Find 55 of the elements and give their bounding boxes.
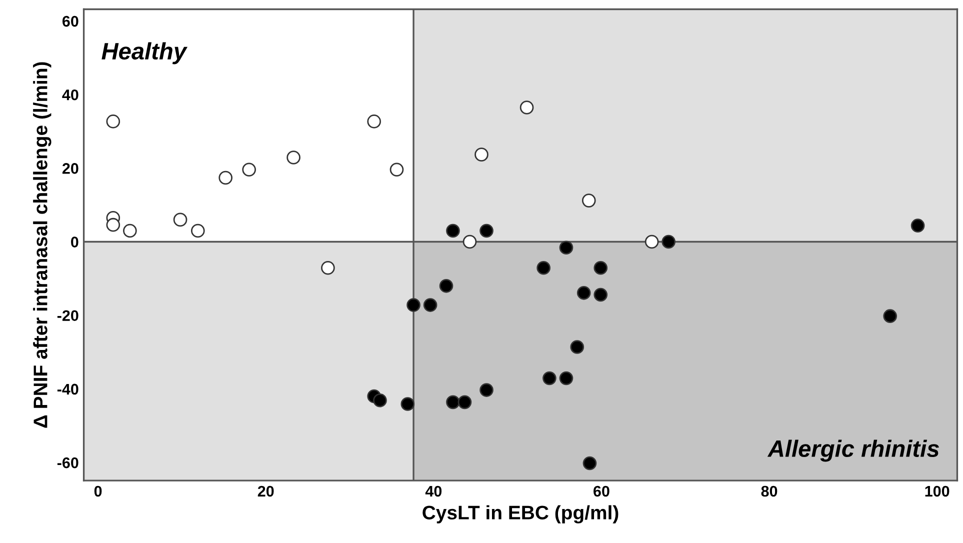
- point: [390, 162, 404, 177]
- point: [883, 309, 898, 323]
- point: [242, 162, 256, 177]
- annotation: Allergic rhinitis: [767, 440, 939, 462]
- x-axis-title: CysLT in EBC (pg/ml): [422, 505, 618, 524]
- point: [474, 148, 488, 162]
- point: [570, 340, 584, 354]
- point: [520, 100, 534, 114]
- x-tick-label: 40: [425, 486, 442, 497]
- y-tick-label: 40: [62, 89, 78, 100]
- x-tick-label: 80: [761, 486, 778, 497]
- point: [480, 224, 494, 238]
- point: [559, 371, 574, 386]
- point: [582, 194, 596, 208]
- point: [576, 286, 591, 300]
- point: [423, 298, 438, 312]
- point: [446, 395, 460, 410]
- y-tick-label: -20: [57, 310, 78, 322]
- y-tick-label: 20: [62, 163, 78, 174]
- point: [106, 218, 120, 232]
- point: [446, 224, 460, 238]
- y-axis-title: Δ PNIF after intranasal challenge (l/min): [33, 62, 52, 428]
- y-tick-label: 60: [62, 16, 78, 27]
- point: [594, 260, 608, 275]
- point: [218, 170, 232, 185]
- point: [559, 240, 574, 255]
- point: [462, 234, 477, 249]
- annotation: Healthy: [102, 42, 188, 64]
- point: [542, 371, 556, 386]
- x-tick-label: 0: [94, 486, 102, 497]
- point: [594, 288, 608, 302]
- point: [480, 383, 494, 397]
- point: [173, 212, 188, 227]
- point: [106, 114, 120, 128]
- x-tick-label: 60: [594, 486, 610, 497]
- point: [367, 114, 381, 128]
- x-tick-label: 100: [925, 486, 950, 497]
- point: [439, 279, 454, 293]
- point: [582, 456, 597, 470]
- point: [644, 234, 659, 249]
- point: [406, 298, 420, 312]
- point: [458, 395, 472, 410]
- point: [123, 224, 137, 238]
- y-tick-label: -40: [57, 384, 78, 395]
- point: [400, 397, 415, 411]
- point: [190, 224, 205, 238]
- y-tick-label: -60: [57, 457, 78, 468]
- x-tick-label: 20: [258, 486, 274, 497]
- point: [662, 234, 676, 249]
- point: [286, 150, 300, 164]
- y-tick-label: 0: [71, 236, 78, 248]
- point: [373, 393, 387, 408]
- point: [536, 260, 550, 275]
- point: [910, 218, 925, 232]
- point: [321, 260, 335, 275]
